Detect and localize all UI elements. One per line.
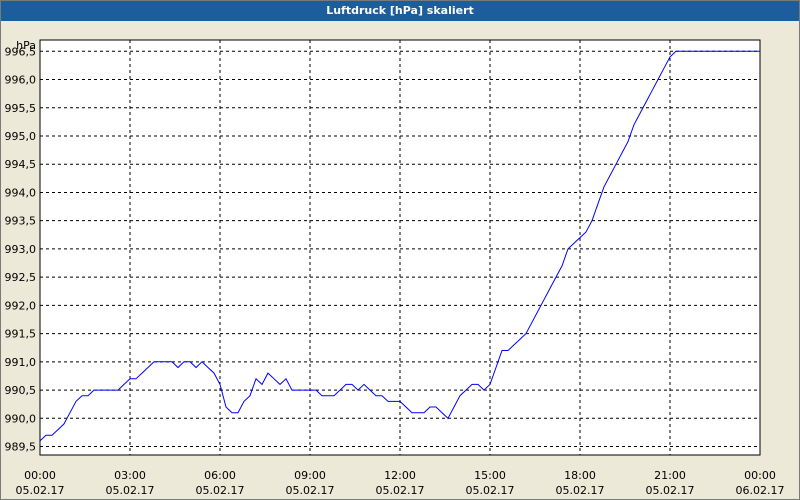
x-tick-date-label: 06.02.17 <box>736 484 785 497</box>
x-tick-date-label: 05.02.17 <box>646 484 695 497</box>
grid-lines <box>40 40 760 455</box>
x-tick-date-label: 05.02.17 <box>466 484 515 497</box>
x-tick-time-label: 12:00 <box>384 469 416 482</box>
x-tick-time-label: 15:00 <box>474 469 506 482</box>
x-tick-time-label: 06:00 <box>204 469 236 482</box>
x-tick-time-label: 00:00 <box>744 469 776 482</box>
series-line-luftdruck <box>39 50 760 442</box>
y-tick-label: 989,5 <box>5 441 37 454</box>
y-tick-label: 993,0 <box>5 243 37 256</box>
y-tick-label: 995,0 <box>5 130 37 143</box>
x-tick-time-label: 18:00 <box>564 469 596 482</box>
x-tick-date-label: 05.02.17 <box>16 484 65 497</box>
x-tick-date-label: 05.02.17 <box>376 484 425 497</box>
x-tick-time-label: 00:00 <box>24 469 56 482</box>
x-tick-time-label: 09:00 <box>294 469 326 482</box>
x-tick-date-label: 05.02.17 <box>556 484 605 497</box>
x-tick-date-label: 05.02.17 <box>196 484 245 497</box>
plot-area <box>39 39 761 456</box>
x-tick-date-label: 05.02.17 <box>106 484 155 497</box>
y-tick-label: 993,5 <box>5 215 37 228</box>
y-tick-label: 991,0 <box>5 356 37 369</box>
x-tick-date-label: 05.02.17 <box>286 484 335 497</box>
y-tick-label: 990,0 <box>5 412 37 425</box>
y-axis-ticks: 989,5 990,0 990,5 991,0 991,5 992,0 992,5 993,0… <box>5 45 37 453</box>
y-tick-label: 992,5 <box>5 271 37 284</box>
x-tick-time-label: 03:00 <box>114 469 146 482</box>
y-tick-label: 994,5 <box>5 158 37 171</box>
y-tick-label: 996,0 <box>5 74 37 87</box>
window-title: Luftdruck [hPa] skaliert <box>1 1 799 21</box>
y-axis-unit-label: hPa <box>16 39 36 52</box>
y-tick-label: 996,5 <box>5 45 37 58</box>
y-tick-label: 991,5 <box>5 328 37 341</box>
y-tick-label: 995,5 <box>5 102 37 115</box>
x-axis-ticks: 00:00 05.02.17 03:00 05.02.17 06:00 05.02.17 0… <box>16 469 785 497</box>
x-tick-time-label: 21:00 <box>654 469 686 482</box>
y-tick-label: 992,0 <box>5 299 37 312</box>
y-tick-label: 990,5 <box>5 384 37 397</box>
y-tick-label: 994,0 <box>5 186 37 199</box>
